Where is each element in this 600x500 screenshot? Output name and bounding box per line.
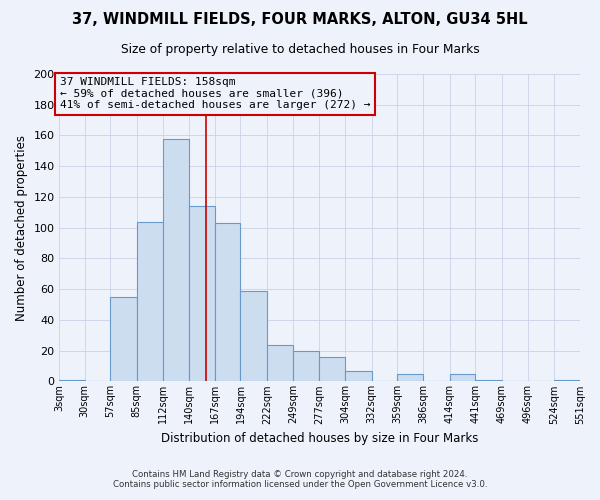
- X-axis label: Distribution of detached houses by size in Four Marks: Distribution of detached houses by size …: [161, 432, 478, 445]
- Text: Contains HM Land Registry data © Crown copyright and database right 2024.
Contai: Contains HM Land Registry data © Crown c…: [113, 470, 487, 489]
- Text: Size of property relative to detached houses in Four Marks: Size of property relative to detached ho…: [121, 42, 479, 56]
- Bar: [345, 370, 372, 382]
- Bar: [241, 290, 267, 382]
- Bar: [189, 206, 215, 382]
- Bar: [397, 374, 423, 382]
- Bar: [137, 222, 163, 382]
- Bar: [59, 380, 85, 382]
- Bar: [267, 344, 293, 382]
- Bar: [319, 357, 345, 382]
- Bar: [554, 380, 580, 382]
- Y-axis label: Number of detached properties: Number of detached properties: [15, 134, 28, 320]
- Bar: [110, 297, 137, 382]
- Bar: [163, 138, 189, 382]
- Bar: [293, 350, 319, 382]
- Text: 37, WINDMILL FIELDS, FOUR MARKS, ALTON, GU34 5HL: 37, WINDMILL FIELDS, FOUR MARKS, ALTON, …: [72, 12, 528, 28]
- Bar: [475, 380, 502, 382]
- Bar: [215, 223, 241, 382]
- Bar: [450, 374, 475, 382]
- Text: 37 WINDMILL FIELDS: 158sqm
← 59% of detached houses are smaller (396)
41% of sem: 37 WINDMILL FIELDS: 158sqm ← 59% of deta…: [60, 77, 370, 110]
